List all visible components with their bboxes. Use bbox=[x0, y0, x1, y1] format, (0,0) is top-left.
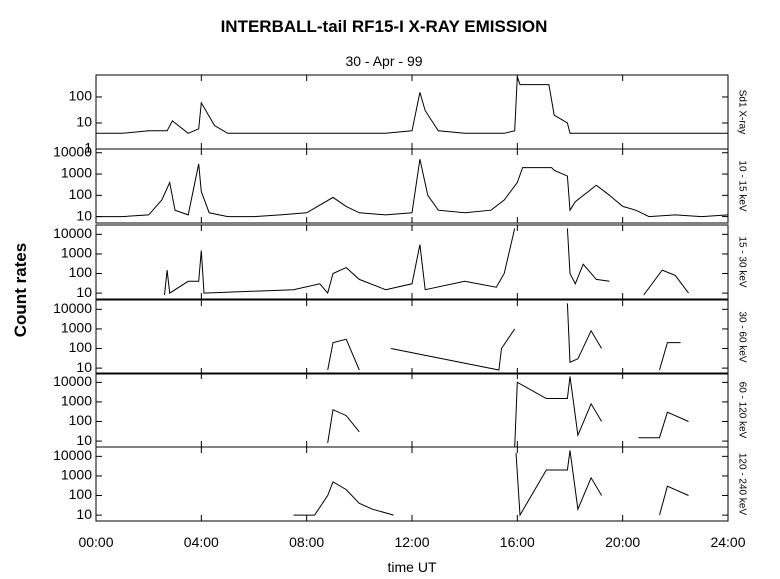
x-tick-label: 08:00 bbox=[289, 534, 324, 550]
data-line bbox=[327, 376, 689, 448]
x-tick-label: 16:00 bbox=[500, 534, 535, 550]
y-tick-label: 100 bbox=[69, 186, 93, 202]
chart-title: INTERBALL-tail RF15-I X-RAY EMISSION bbox=[221, 17, 548, 36]
y-tick-label: 10 bbox=[76, 284, 92, 300]
x-axis-label: time UT bbox=[388, 559, 437, 575]
y-tick-label: 10000 bbox=[53, 225, 92, 241]
data-line bbox=[96, 159, 729, 218]
y-tick-label: 10 bbox=[76, 432, 92, 448]
x-tick-label: 24:00 bbox=[710, 534, 745, 550]
y-axis-label: Count rates bbox=[11, 243, 30, 337]
y-tick-label: 10000 bbox=[53, 143, 92, 159]
y-tick-label: 1000 bbox=[61, 245, 92, 261]
series-label: 120 - 240 keV bbox=[736, 453, 747, 516]
y-tick-label: 10 bbox=[76, 114, 92, 130]
panel-frame bbox=[95, 74, 729, 150]
x-tick-label: 20:00 bbox=[605, 534, 640, 550]
panel-frame bbox=[95, 299, 729, 375]
data-line bbox=[96, 76, 728, 134]
y-tick-label: 10000 bbox=[53, 447, 92, 463]
y-tick-label: 10 bbox=[76, 359, 92, 375]
y-tick-label: 100 bbox=[69, 88, 93, 104]
y-tick-label: 100 bbox=[69, 339, 93, 355]
y-tick-label: 10000 bbox=[53, 373, 92, 389]
chart-subtitle: 30 - Apr - 99 bbox=[345, 53, 422, 69]
y-tick-label: 1000 bbox=[61, 467, 92, 483]
y-tick-label: 10 bbox=[76, 207, 92, 223]
y-tick-label: 100 bbox=[69, 264, 93, 280]
y-tick-label: 10000 bbox=[53, 300, 92, 316]
y-tick-label: 10 bbox=[76, 506, 92, 522]
y-tick-label: 100 bbox=[69, 486, 93, 502]
y-tick-label: 1000 bbox=[61, 320, 92, 336]
panel-frame bbox=[95, 224, 729, 300]
x-tick-label: 12:00 bbox=[394, 534, 429, 550]
y-tick-label: 1000 bbox=[61, 165, 92, 181]
data-line bbox=[293, 450, 689, 517]
series-label: Sd1 X-ray bbox=[736, 90, 747, 134]
y-tick-label: 1 bbox=[84, 140, 92, 156]
series-label: 10 - 15 keV bbox=[736, 160, 747, 211]
series-label: 15 - 30 keV bbox=[736, 236, 747, 287]
y-tick-label: 100 bbox=[69, 412, 93, 428]
x-tick-label: 00:00 bbox=[78, 534, 113, 550]
x-tick-label: 04:00 bbox=[184, 534, 219, 550]
panel-frame bbox=[95, 372, 729, 448]
panel-frame bbox=[95, 446, 729, 522]
y-tick-label: 1000 bbox=[61, 393, 92, 409]
data-line bbox=[327, 303, 681, 371]
data-line bbox=[164, 228, 689, 296]
series-label: 30 - 60 keV bbox=[736, 311, 747, 362]
series-label: 60 - 120 keV bbox=[736, 382, 747, 439]
